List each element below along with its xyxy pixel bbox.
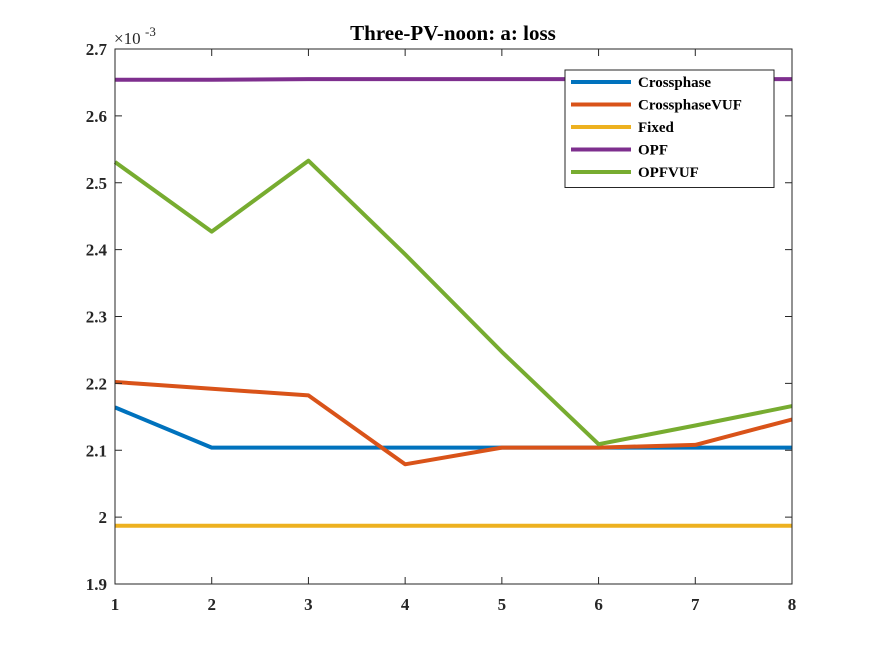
y-tick-label: 2.2 (86, 374, 107, 393)
x-tick-label: 2 (207, 595, 216, 614)
x-tick-label: 7 (691, 595, 700, 614)
y-tick-label: 1.9 (86, 575, 107, 594)
y-tick-label: 2 (99, 508, 108, 527)
legend-label: CrossphaseVUF (638, 98, 742, 114)
y-axis: 1.9 2 2.1 2.2 2.3 2.4 2.5 2.6 2.7 (86, 40, 792, 594)
exponent-value: -3 (145, 24, 156, 39)
x-tick-label: 3 (304, 595, 313, 614)
y-tick-label: 2.7 (86, 40, 108, 59)
exponent-times: ×10 (114, 29, 141, 48)
series-line-crossphase (114, 405, 792, 450)
exponent-label: ×10 -3 (114, 24, 156, 48)
x-tick-label: 5 (498, 595, 507, 614)
y-tick-label: 2.4 (86, 241, 108, 260)
x-tick-label: 8 (788, 595, 797, 614)
legend-label: OPFVUF (638, 165, 699, 181)
x-tick-label: 4 (401, 595, 410, 614)
y-tick-label: 2.6 (86, 107, 107, 126)
x-tick-label: 6 (594, 595, 603, 614)
legend-label: OPF (638, 143, 668, 159)
x-tick-label: 1 (111, 595, 120, 614)
legend-label: Fixed (638, 120, 674, 136)
y-tick-label: 2.1 (86, 441, 107, 460)
legend: Crossphase CrossphaseVUF Fixed OPF OPFVUF (564, 69, 775, 188)
y-tick-label: 2.5 (86, 174, 107, 193)
series-line-crossphasevuf (114, 380, 793, 467)
series-line-opfvuf (113, 158, 793, 447)
chart-title: Three-PV-noon: a: loss (350, 21, 556, 45)
legend-label: Crossphase (638, 75, 711, 91)
x-axis: 1 2 3 4 5 6 7 8 (111, 49, 797, 614)
y-tick-label: 2.3 (86, 308, 107, 327)
